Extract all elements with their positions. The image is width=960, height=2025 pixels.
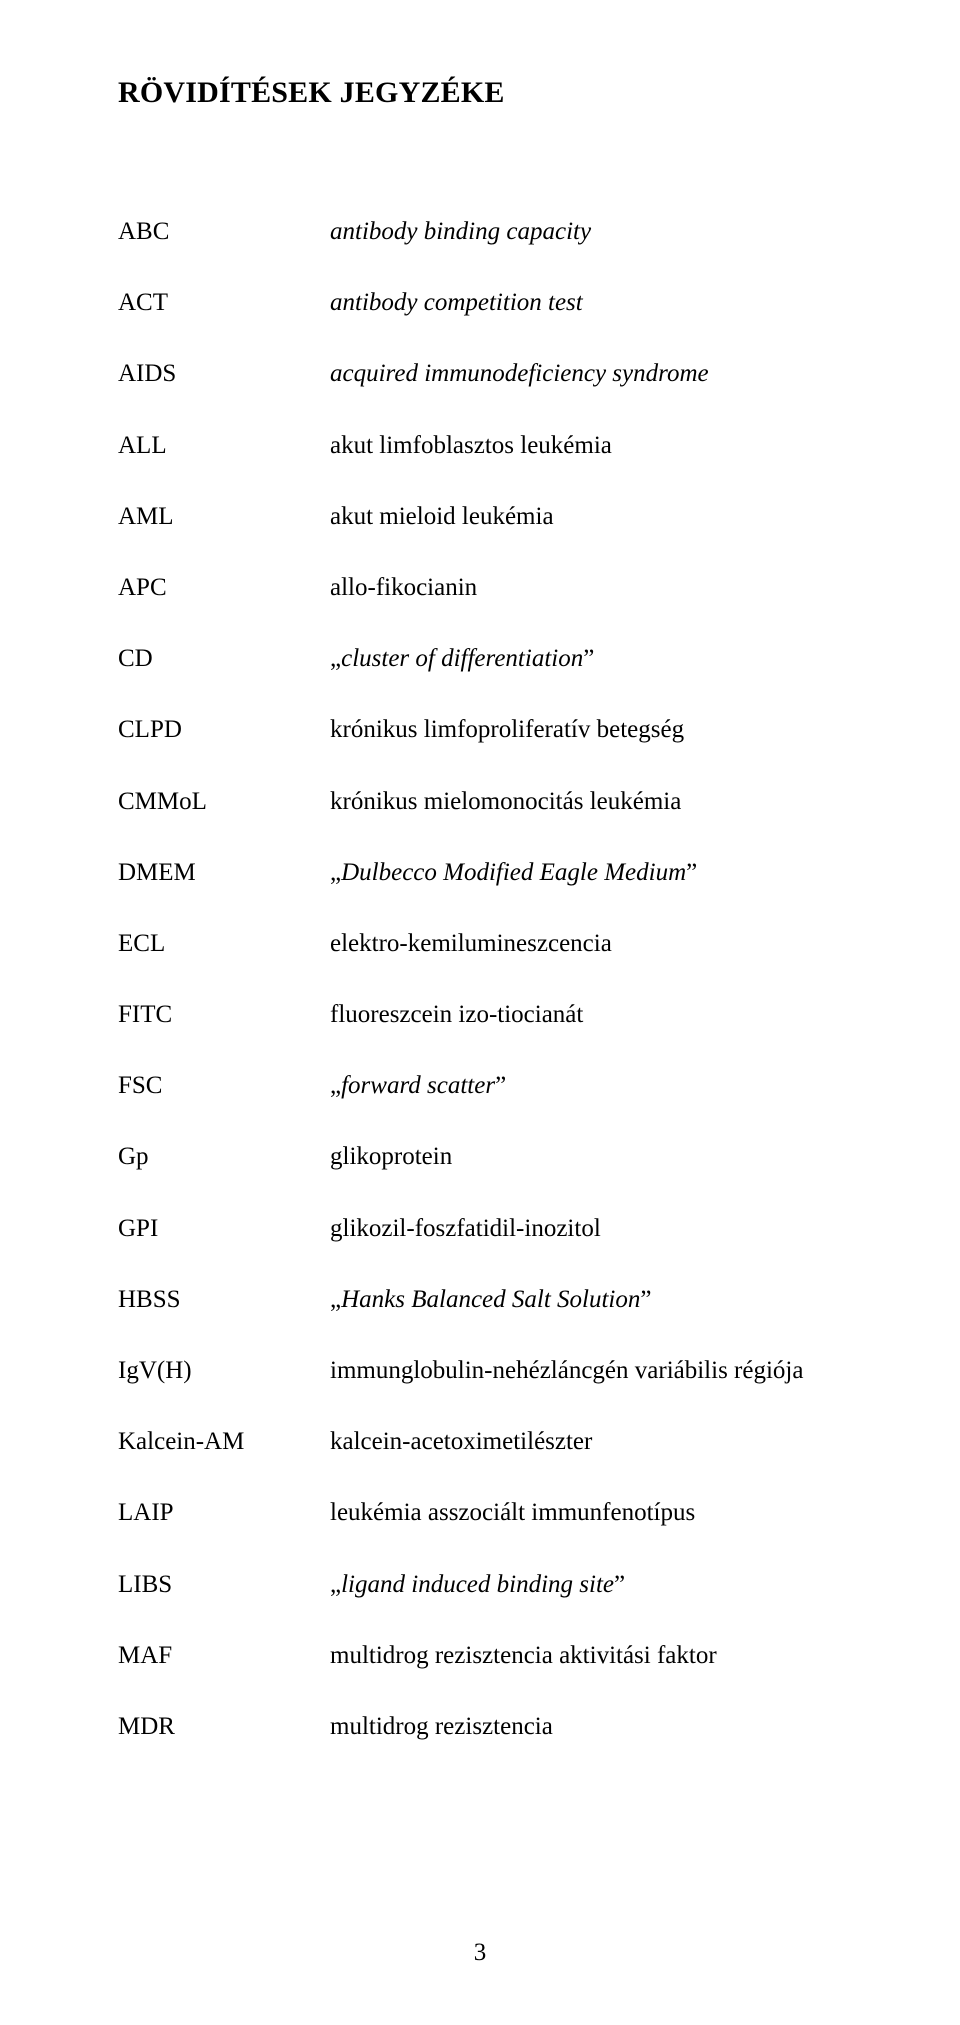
abbr-term: FSC — [118, 1072, 330, 1100]
abbr-definition: „ligand induced binding site” — [330, 1571, 842, 1599]
abbr-definition: multidrog rezisztencia aktivitási faktor — [330, 1642, 842, 1670]
abbr-row: FSC„forward scatter” — [118, 1072, 842, 1100]
abbr-term: DMEM — [118, 859, 330, 887]
abbr-term: FITC — [118, 1001, 330, 1029]
abbr-term: ABC — [118, 218, 330, 246]
abbr-term: CLPD — [118, 716, 330, 744]
abbr-term: APC — [118, 574, 330, 602]
abbr-definition: akut mieloid leukémia — [330, 503, 842, 531]
abbr-row: HBSS„Hanks Balanced Salt Solution” — [118, 1286, 842, 1314]
abbr-definition: glikozil-foszfatidil-inozitol — [330, 1215, 842, 1243]
abbr-term: ECL — [118, 930, 330, 958]
abbr-definition: multidrog rezisztencia — [330, 1713, 842, 1741]
abbr-term: Gp — [118, 1143, 330, 1171]
abbr-term: AIDS — [118, 360, 330, 388]
abbr-row: AMLakut mieloid leukémia — [118, 503, 842, 531]
abbr-term: MDR — [118, 1713, 330, 1741]
abbr-definition: krónikus limfoproliferatív betegség — [330, 716, 842, 744]
abbr-row: APCallo-fikocianin — [118, 574, 842, 602]
abbr-row: FITCfluoreszcein izo-tiocianát — [118, 1001, 842, 1029]
abbr-term: AML — [118, 503, 330, 531]
abbr-row: CD„cluster of differentiation” — [118, 645, 842, 673]
abbr-definition: glikoprotein — [330, 1143, 842, 1171]
abbr-row: ACTantibody competition test — [118, 289, 842, 317]
abbr-row: MAFmultidrog rezisztencia aktivitási fak… — [118, 1642, 842, 1670]
abbr-term: LAIP — [118, 1499, 330, 1527]
abbr-definition: elektro-kemilumineszcencia — [330, 930, 842, 958]
abbr-row: AIDSacquired immunodeficiency syndrome — [118, 360, 842, 388]
abbr-term: IgV(H) — [118, 1357, 330, 1385]
abbr-definition: allo-fikocianin — [330, 574, 842, 602]
abbr-definition: immunglobulin-nehézláncgén variábilis ré… — [330, 1357, 842, 1385]
abbr-row: ABCantibody binding capacity — [118, 218, 842, 246]
abbr-row: GPIglikozil-foszfatidil-inozitol — [118, 1215, 842, 1243]
abbr-definition: „Hanks Balanced Salt Solution” — [330, 1286, 842, 1314]
abbr-definition: akut limfoblasztos leukémia — [330, 432, 842, 460]
abbr-definition: „cluster of differentiation” — [330, 645, 842, 673]
page-title: RÖVIDÍTÉSEK JEGYZÉKE — [118, 76, 842, 110]
abbr-row: MDRmultidrog rezisztencia — [118, 1713, 842, 1741]
abbr-definition: „forward scatter” — [330, 1072, 842, 1100]
abbr-definition: „Dulbecco Modified Eagle Medium” — [330, 859, 842, 887]
page-number: 3 — [0, 1939, 960, 1967]
abbr-definition: acquired immunodeficiency syndrome — [330, 360, 842, 388]
abbr-term: ACT — [118, 289, 330, 317]
abbr-row: ALLakut limfoblasztos leukémia — [118, 432, 842, 460]
abbr-definition: leukémia asszociált immunfenotípus — [330, 1499, 842, 1527]
abbr-row: IgV(H)immunglobulin-nehézláncgén variábi… — [118, 1357, 842, 1385]
abbr-definition: kalcein-acetoximetilészter — [330, 1428, 842, 1456]
abbr-definition: fluoreszcein izo-tiocianát — [330, 1001, 842, 1029]
abbr-definition: antibody competition test — [330, 289, 842, 317]
abbr-row: ECLelektro-kemilumineszcencia — [118, 930, 842, 958]
abbr-definition: krónikus mielomonocitás leukémia — [330, 788, 842, 816]
abbr-term: CMMoL — [118, 788, 330, 816]
abbr-row: Gpglikoprotein — [118, 1143, 842, 1171]
abbr-term: MAF — [118, 1642, 330, 1670]
abbr-term: ALL — [118, 432, 330, 460]
abbr-term: GPI — [118, 1215, 330, 1243]
abbr-row: LIBS„ligand induced binding site” — [118, 1571, 842, 1599]
abbr-row: CMMoLkrónikus mielomonocitás leukémia — [118, 788, 842, 816]
abbr-term: CD — [118, 645, 330, 673]
abbr-term: HBSS — [118, 1286, 330, 1314]
abbr-row: CLPDkrónikus limfoproliferatív betegség — [118, 716, 842, 744]
abbr-definition: antibody binding capacity — [330, 218, 842, 246]
abbr-term: LIBS — [118, 1571, 330, 1599]
abbr-row: LAIPleukémia asszociált immunfenotípus — [118, 1499, 842, 1527]
abbr-term: Kalcein-AM — [118, 1428, 330, 1456]
abbreviation-list: ABCantibody binding capacityACTantibody … — [118, 218, 842, 1741]
abbr-row: Kalcein-AMkalcein-acetoximetilészter — [118, 1428, 842, 1456]
abbr-row: DMEM„Dulbecco Modified Eagle Medium” — [118, 859, 842, 887]
